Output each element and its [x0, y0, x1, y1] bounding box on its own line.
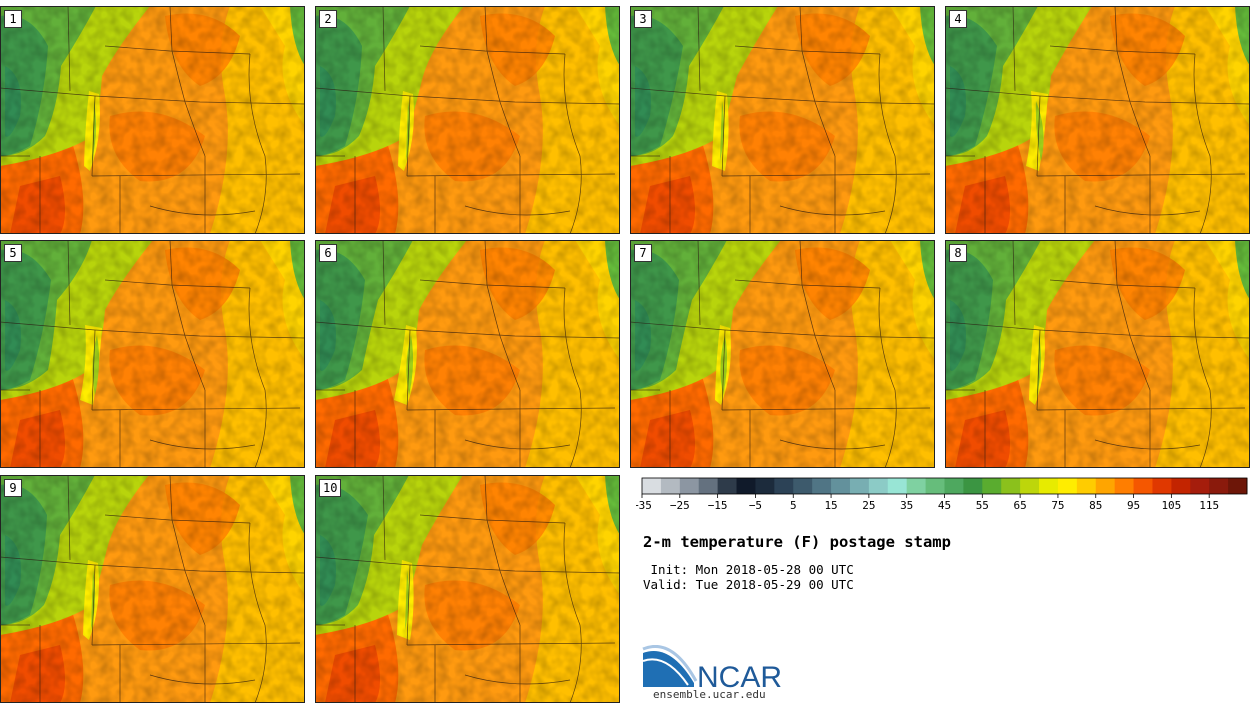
ensemble-member-panel: 1	[0, 6, 305, 234]
colorbar-segment	[660, 478, 681, 494]
colorbar-segment	[1171, 478, 1191, 494]
colorbar-segment	[925, 478, 945, 494]
colorbar-tick-label: 65	[1014, 499, 1027, 512]
colorbar-segment	[793, 478, 813, 494]
temperature-map	[945, 240, 1250, 468]
ensemble-member-panel: 9	[0, 475, 305, 703]
valid-time: Valid: Tue 2018-05-29 00 UTC	[643, 577, 854, 592]
logo-arc-highlight	[642, 644, 698, 682]
temperature-map	[0, 240, 305, 468]
colorbar-tick-label: 115	[1199, 499, 1219, 512]
state-borders	[945, 6, 1250, 234]
state-borders	[315, 475, 620, 703]
colorbar-segment	[982, 478, 1002, 494]
ncar-logo: NCAR	[642, 644, 802, 703]
colorbar-segment	[887, 478, 908, 494]
ensemble-member-panel: 7	[630, 240, 935, 468]
colorbar: −35 −25 −15 −5 5 15 25 35 45 55 65 75 85 95 105 115	[636, 476, 1254, 520]
logo-url: ensemble.ucar.edu	[653, 688, 766, 701]
colorbar-segment	[1114, 478, 1135, 494]
member-number-label: 8	[949, 244, 967, 262]
state-borders	[0, 475, 305, 703]
colorbar-tick-label: 35	[900, 499, 913, 512]
temperature-map	[315, 6, 620, 234]
colorbar-tick-label: 95	[1127, 499, 1140, 512]
colorbar-segment	[1020, 478, 1040, 494]
member-number-label: 3	[634, 10, 652, 28]
member-number-label: 9	[4, 479, 22, 497]
state-borders	[0, 6, 305, 234]
colorbar-tick-label: 105	[1161, 499, 1181, 512]
colorbar-segment	[1133, 478, 1153, 494]
colorbar-tick-label: 15	[824, 499, 837, 512]
state-borders	[945, 240, 1250, 468]
state-borders	[0, 240, 305, 468]
ensemble-member-panel: 8	[945, 240, 1250, 468]
colorbar-segment	[963, 478, 983, 494]
state-borders	[630, 240, 935, 468]
ensemble-member-panel: 6	[315, 240, 620, 468]
colorbar-tick-label: 85	[1089, 499, 1102, 512]
member-number-label: 1	[4, 10, 22, 28]
temperature-map	[0, 6, 305, 234]
colorbar-segment	[1190, 478, 1210, 494]
temperature-map	[0, 475, 305, 703]
colorbar-segment	[868, 478, 889, 494]
member-number-label: 2	[319, 10, 337, 28]
colorbar-segment	[944, 478, 964, 494]
colorbar-segment	[679, 478, 700, 494]
ensemble-member-panel: 3	[630, 6, 935, 234]
colorbar-tick-label: 75	[1051, 499, 1064, 512]
temperature-map	[630, 240, 935, 468]
temperature-map	[315, 240, 620, 468]
init-time: Init: Mon 2018-05-28 00 UTC	[643, 562, 854, 577]
member-number-label: 6	[319, 244, 337, 262]
state-borders	[315, 240, 620, 468]
colorbar-segment	[812, 478, 832, 494]
colorbar-segment	[831, 478, 851, 494]
colorbar-segment	[1152, 478, 1172, 494]
state-borders	[315, 6, 620, 234]
colorbar-tick-label: 45	[938, 499, 951, 512]
colorbar-segment	[774, 478, 794, 494]
member-number-label: 10	[319, 479, 342, 497]
colorbar-segment	[736, 478, 756, 494]
colorbar-tick-label: −25	[670, 499, 690, 512]
logo-text: NCAR	[697, 661, 782, 694]
colorbar-segment	[717, 478, 738, 494]
member-number-label: 4	[949, 10, 967, 28]
colorbar-segment	[1001, 478, 1021, 494]
colorbar-tick-label: 5	[790, 499, 797, 512]
temperature-map	[630, 6, 935, 234]
ensemble-member-panel: 5	[0, 240, 305, 468]
ensemble-member-panel: 10	[315, 475, 620, 703]
colorbar-segment	[1039, 478, 1059, 494]
colorbar-segment	[642, 478, 662, 494]
temperature-map	[945, 6, 1250, 234]
colorbar-segment	[1076, 478, 1097, 494]
ensemble-member-panel: 4	[945, 6, 1250, 234]
colorbar-segment	[1228, 478, 1248, 494]
member-number-label: 5	[4, 244, 22, 262]
colorbar-tick-label: 55	[976, 499, 989, 512]
colorbar-segment	[698, 478, 719, 494]
colorbar-segment	[906, 478, 927, 494]
colorbar-tick-label: −5	[749, 499, 762, 512]
colorbar-segment	[849, 478, 870, 494]
colorbar-tick-label: −15	[708, 499, 728, 512]
ensemble-member-panel: 2	[315, 6, 620, 234]
figure-title: 2-m temperature (F) postage stamp	[643, 533, 951, 551]
state-borders	[630, 6, 935, 234]
temperature-map	[315, 475, 620, 703]
colorbar-segment	[755, 478, 775, 494]
colorbar-segment	[1209, 478, 1229, 494]
colorbar-segment	[1057, 478, 1078, 494]
colorbar-segment	[1095, 478, 1116, 494]
colorbar-tick-label: 25	[862, 499, 875, 512]
colorbar-tick-label: −35	[636, 499, 652, 512]
member-number-label: 7	[634, 244, 652, 262]
